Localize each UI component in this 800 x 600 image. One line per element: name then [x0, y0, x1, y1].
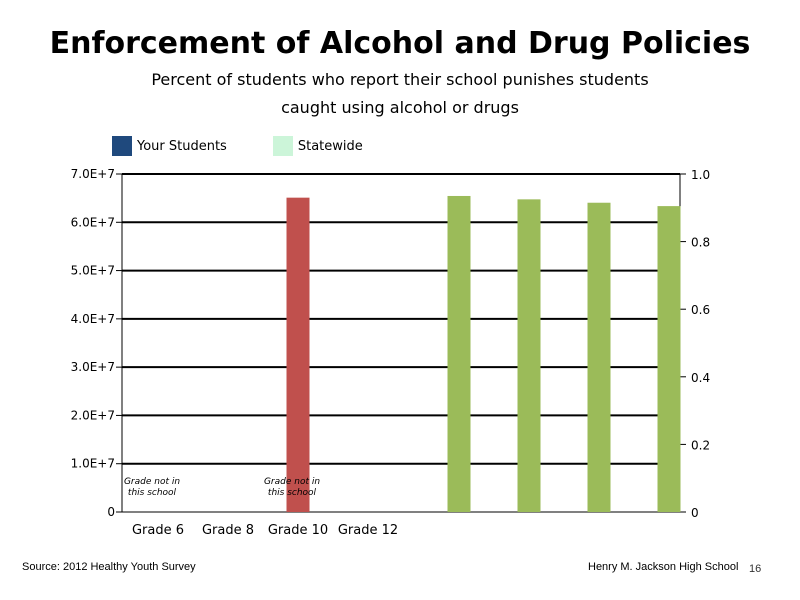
source-note: Source: 2012 Healthy Youth Survey — [22, 561, 196, 573]
left-axis-tick-label: 7.0E+7 — [71, 167, 115, 181]
school-name: Henry M. Jackson High School — [588, 561, 739, 573]
bar-your-students — [286, 197, 310, 512]
legend-swatch-your-students — [112, 136, 132, 156]
right-axis-tick-label: 0.2 — [691, 438, 710, 452]
annotation-grade-not-in-school: this school — [128, 488, 177, 498]
left-axis-tick-label: 1.0E+7 — [71, 457, 115, 471]
x-axis-category-label: Grade 8 — [202, 523, 254, 538]
bar-statewide — [517, 199, 541, 512]
page-number: 16 — [749, 563, 762, 575]
legend-label-statewide: Statewide — [297, 138, 363, 154]
annotation-grade-not-in-school: this school — [268, 488, 317, 498]
x-axis-category-label: Grade 12 — [338, 523, 398, 538]
left-axis-tick-label: 6.0E+7 — [71, 215, 115, 229]
right-axis-tick-label: 1.0 — [691, 168, 710, 182]
left-axis-tick-label: 3.0E+7 — [71, 360, 115, 374]
legend-label-your-students: Your Students — [137, 138, 227, 154]
legend-item-your-students: Your Students — [112, 136, 227, 156]
right-axis-tick-label: 0 — [691, 506, 699, 520]
left-axis-tick-label: 2.0E+7 — [71, 408, 115, 422]
subtitle-line-2: caught using alcohol or drugs — [281, 98, 519, 117]
right-axis-tick-label: 0.6 — [691, 303, 710, 317]
annotation-grade-not-in-school: Grade not in — [264, 477, 320, 487]
bar-statewide — [587, 202, 611, 513]
x-axis-category-label: Grade 10 — [268, 523, 328, 538]
bar-statewide — [657, 206, 681, 513]
legend-item-statewide: Statewide — [272, 136, 363, 156]
chart-subtitle: Percent of students who report their sch… — [150, 66, 650, 122]
left-axis-tick-label: 4.0E+7 — [71, 312, 115, 326]
right-axis-tick-label: 0.4 — [691, 371, 710, 385]
annotation-grade-not-in-school: Grade not in — [124, 477, 180, 487]
left-axis-tick-label: 0 — [107, 505, 115, 519]
subtitle-line-1: Percent of students who report their sch… — [151, 70, 649, 89]
x-axis-category-label: Grade 6 — [132, 523, 184, 538]
left-axis-tick-label: 5.0E+7 — [71, 264, 115, 278]
chart-title: Enforcement of Alcohol and Drug Policies — [49, 26, 751, 61]
right-axis-tick-label: 0.8 — [691, 236, 710, 250]
legend-swatch-statewide — [272, 136, 293, 156]
bar-statewide — [447, 195, 471, 512]
chart-legend: Your Students Statewide — [112, 136, 393, 156]
